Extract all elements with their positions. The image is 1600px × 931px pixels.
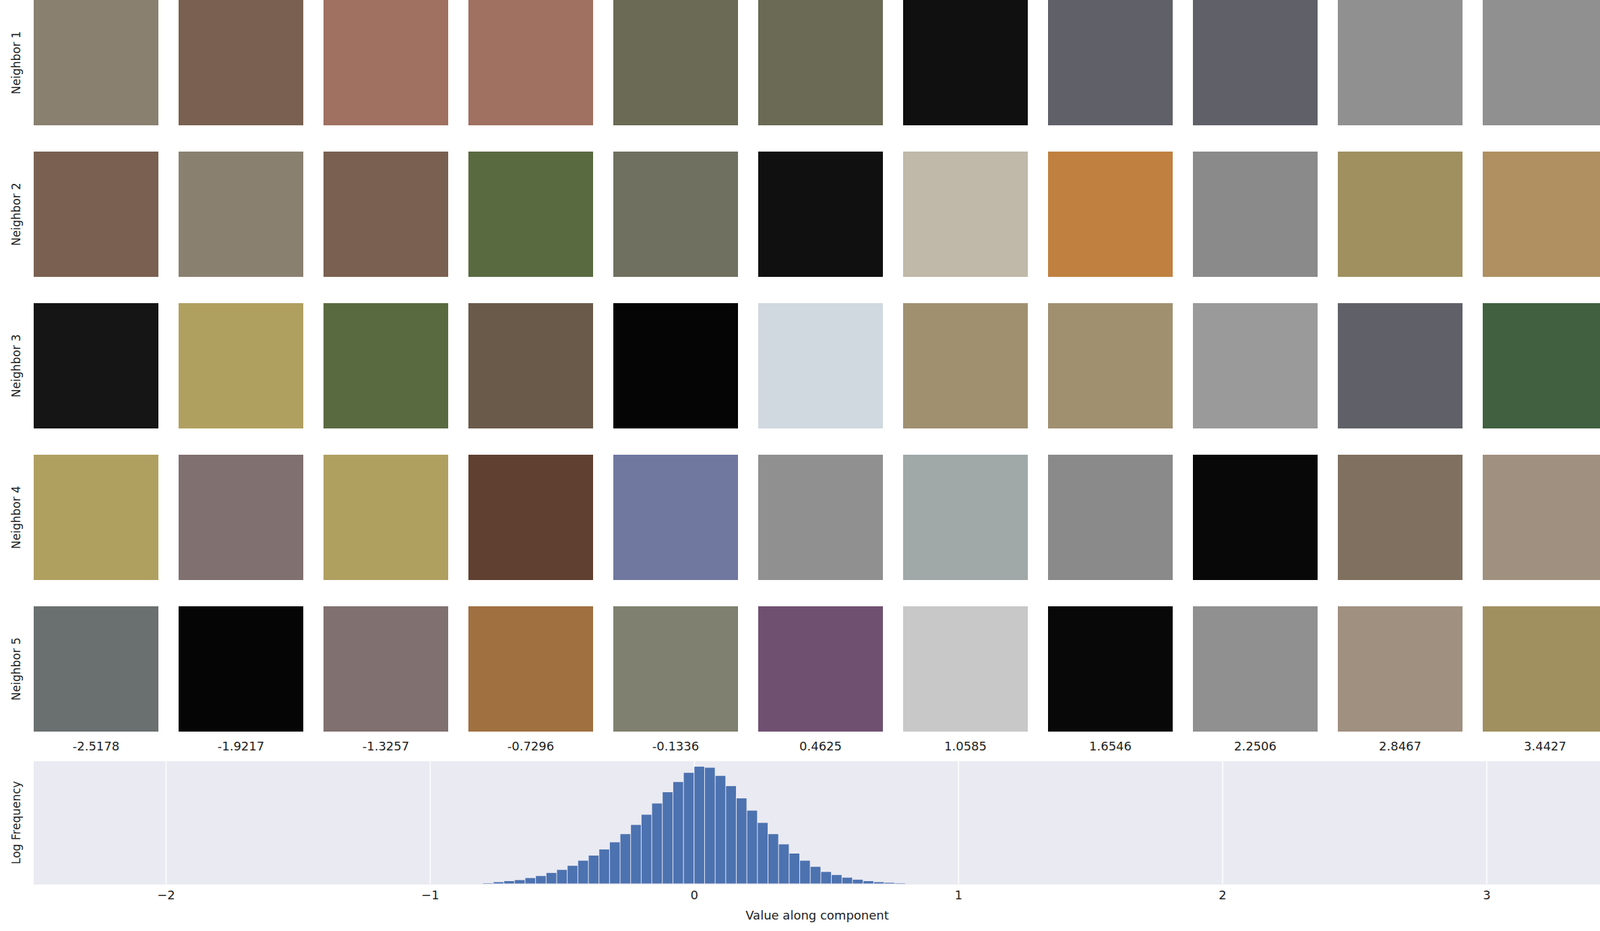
svg-text:3.4427: 3.4427: [1523, 739, 1567, 754]
svg-text:0: 0: [690, 888, 699, 903]
svg-text:2.8467: 2.8467: [1378, 739, 1422, 754]
svg-text:2.2506: 2.2506: [1234, 739, 1277, 754]
svg-text:Neighbor 3: Neighbor 3: [9, 334, 23, 398]
svg-text:−2: −2: [157, 888, 176, 903]
svg-text:-1.9217: -1.9217: [217, 739, 265, 754]
svg-text:-1.3257: -1.3257: [362, 739, 410, 754]
html-text:Log Frequency: Log Frequency: [9, 781, 23, 865]
svg-text:Neighbor 4: Neighbor 4: [9, 485, 23, 550]
svg-text:0.4625: 0.4625: [799, 739, 842, 754]
svg-text:−1: −1: [421, 888, 440, 903]
svg-text:2: 2: [1218, 888, 1226, 903]
svg-text:-0.1336: -0.1336: [652, 739, 699, 754]
svg-text:Neighbor 1: Neighbor 1: [9, 31, 23, 95]
svg-text:Value along component: Value along component: [745, 908, 889, 923]
svg-text:-2.5178: -2.5178: [72, 739, 120, 754]
svg-text:Neighbor 5: Neighbor 5: [9, 637, 23, 701]
svg-text:3: 3: [1482, 888, 1491, 903]
svg-text:Neighbor 2: Neighbor 2: [9, 182, 23, 246]
svg-text:1: 1: [954, 888, 962, 903]
svg-text:-0.7296: -0.7296: [507, 739, 555, 754]
svg-text:1.0585: 1.0585: [944, 739, 987, 754]
svg-text:1.6546: 1.6546: [1089, 739, 1132, 754]
